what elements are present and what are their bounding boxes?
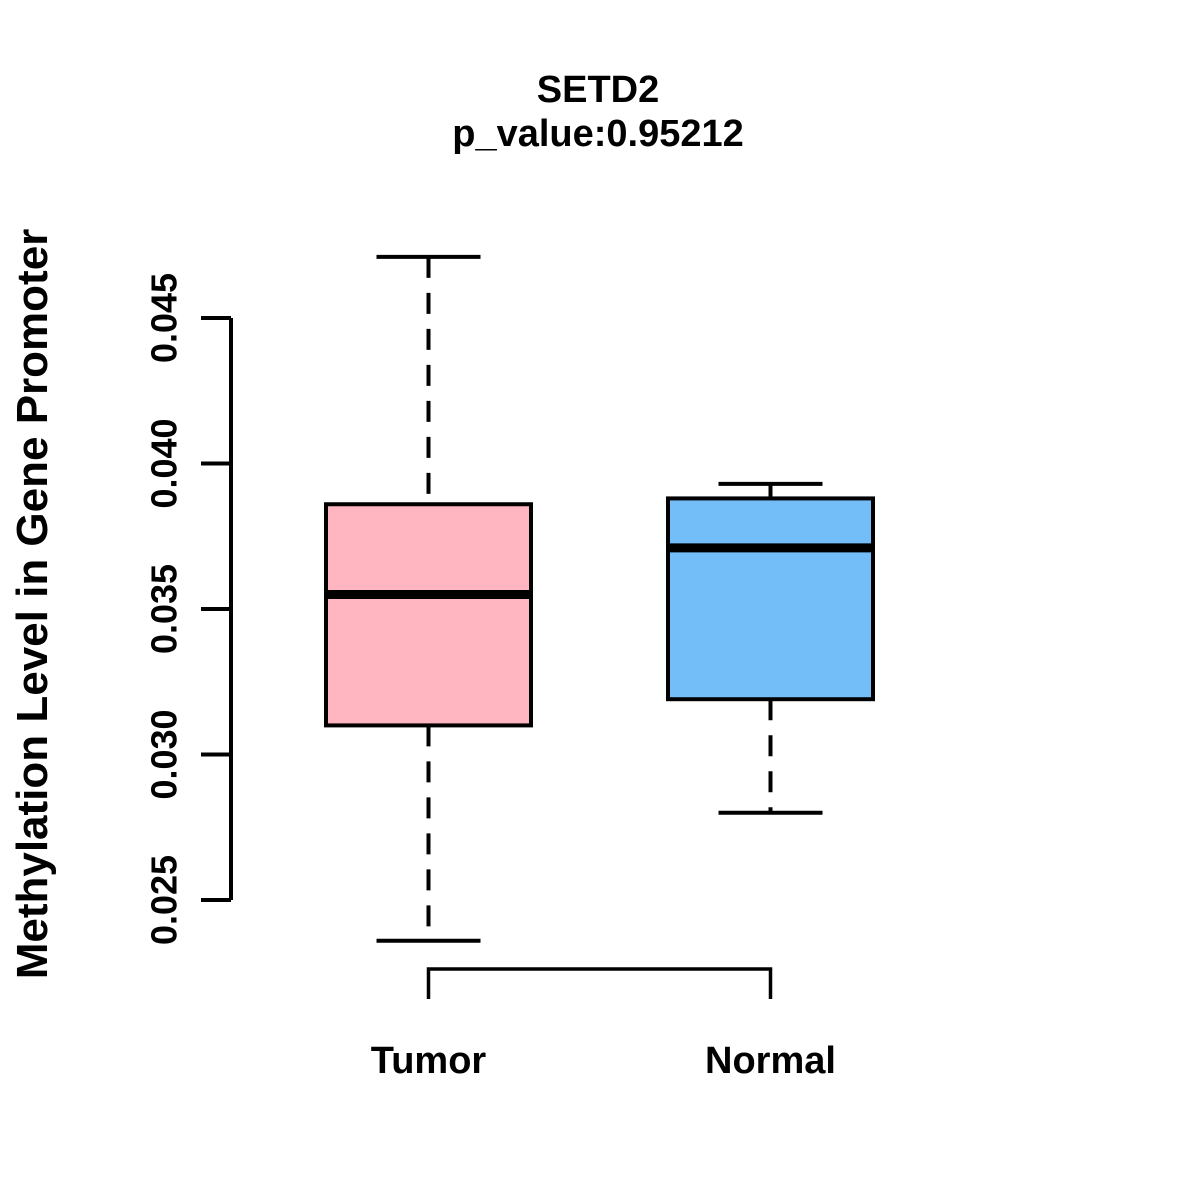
boxplot-normal: Normal — [666, 481, 875, 1082]
y-axis-tick-label: 0.040 — [144, 418, 185, 508]
y-axis-tick-label: 0.035 — [144, 564, 185, 654]
x-axis-label-normal: Normal — [705, 1040, 836, 1082]
y-axis-tick-label: 0.045 — [144, 273, 185, 363]
iqr-box — [324, 502, 533, 728]
boxplot-tumor: Tumor — [324, 254, 533, 1082]
x-axis-label-tumor: Tumor — [371, 1040, 487, 1082]
iqr-box — [666, 496, 875, 702]
x-axis-bracket — [426, 967, 773, 999]
y-axis-tick-label: 0.030 — [144, 709, 185, 799]
chart-title: SETD2 — [536, 69, 660, 111]
chart-subtitle: p_value:0.95212 — [452, 113, 744, 155]
y-axis-tick-label: 0.025 — [144, 855, 185, 945]
